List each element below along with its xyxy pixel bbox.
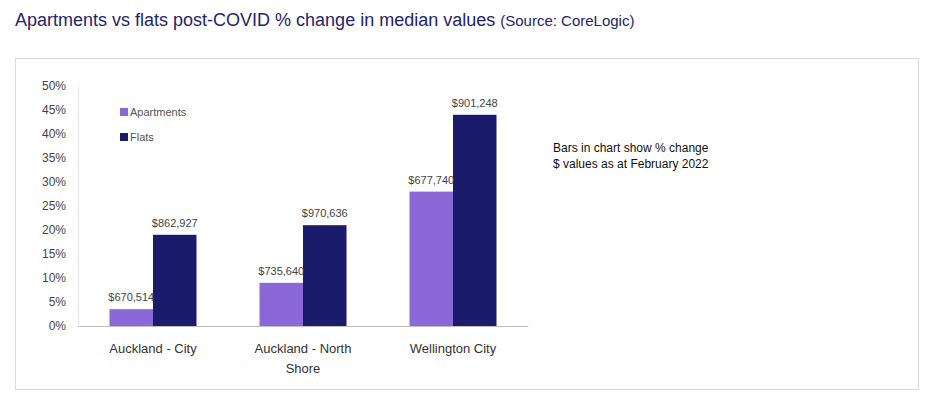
legend: Apartments Flats bbox=[120, 106, 187, 143]
title: Apartments vs flats post-COVID % change … bbox=[15, 10, 634, 30]
y-tick: 25% bbox=[42, 199, 78, 213]
median-label: $862,927 bbox=[152, 217, 198, 229]
legend-label: Flats bbox=[130, 131, 154, 143]
y-tick-label: 15% bbox=[42, 247, 66, 261]
x-axis-line bbox=[79, 326, 529, 327]
bar bbox=[153, 235, 197, 326]
subtitle: (Source: CoreLogic) bbox=[500, 12, 634, 29]
bar bbox=[410, 192, 454, 326]
x-tick-label: Auckland - NorthShore bbox=[255, 341, 352, 376]
median-label: $670,514 bbox=[108, 291, 154, 303]
y-tick-label: 0% bbox=[49, 319, 67, 333]
bar bbox=[453, 115, 497, 326]
y-tick: 45% bbox=[42, 103, 78, 117]
y-tick: 5% bbox=[49, 295, 78, 309]
y-tick-label: 40% bbox=[42, 127, 66, 141]
median-labels: $670,514 $735,640 $677,740 $862,927 $970,636… bbox=[108, 97, 497, 303]
y-tick-label: 5% bbox=[49, 295, 67, 309]
legend-swatch bbox=[120, 108, 128, 116]
y-tick-label: 10% bbox=[42, 271, 66, 285]
median-label: $901,248 bbox=[452, 97, 498, 109]
y-tick-label: 35% bbox=[42, 151, 66, 165]
y-tick: 40% bbox=[42, 127, 78, 141]
y-tick: 35% bbox=[42, 151, 78, 165]
chart: Apartments vs flats post-COVID % change … bbox=[0, 0, 929, 401]
bar bbox=[260, 283, 304, 326]
y-tick: 30% bbox=[42, 175, 78, 189]
y-tick: 10% bbox=[42, 271, 78, 285]
bar bbox=[303, 225, 347, 326]
y-axis: 0% 5% 10% 15% 20% 25% 30% 35% 40% 45% 50% bbox=[42, 79, 79, 333]
x-axis: Auckland - City Auckland - NorthShore Well… bbox=[79, 326, 529, 376]
y-axis-line bbox=[78, 87, 79, 327]
y-tick: 20% bbox=[42, 223, 78, 237]
y-tick: 50% bbox=[42, 79, 78, 93]
x-tick: Wellington City bbox=[410, 326, 497, 356]
y-tick-label: 30% bbox=[42, 175, 66, 189]
median-label: $735,640 bbox=[258, 265, 304, 277]
x-tick-label: Wellington City bbox=[410, 341, 497, 356]
annotation: $ values as at February 2022 bbox=[553, 157, 709, 171]
x-tick-label: Auckland - City bbox=[109, 341, 197, 356]
frame bbox=[16, 59, 919, 390]
annotation: Bars in chart show % change bbox=[553, 141, 709, 155]
y-tick: 0% bbox=[49, 319, 78, 333]
y-tick: 15% bbox=[42, 247, 78, 261]
x-tick: Auckland - NorthShore bbox=[255, 326, 352, 376]
median-label: $970,636 bbox=[302, 207, 348, 219]
title-main: Apartments vs flats post-COVID % change … bbox=[15, 10, 495, 30]
y-tick-label: 20% bbox=[42, 223, 66, 237]
x-tick: Auckland - City bbox=[109, 326, 197, 356]
y-tick-label: 25% bbox=[42, 199, 66, 213]
y-tick-label: 45% bbox=[42, 103, 66, 117]
median-label: $677,740 bbox=[408, 174, 454, 186]
y-tick-label: 50% bbox=[42, 79, 66, 93]
bars bbox=[110, 115, 497, 326]
legend-swatch bbox=[120, 133, 128, 141]
legend-label: Apartments bbox=[130, 106, 187, 118]
bar bbox=[110, 309, 154, 326]
